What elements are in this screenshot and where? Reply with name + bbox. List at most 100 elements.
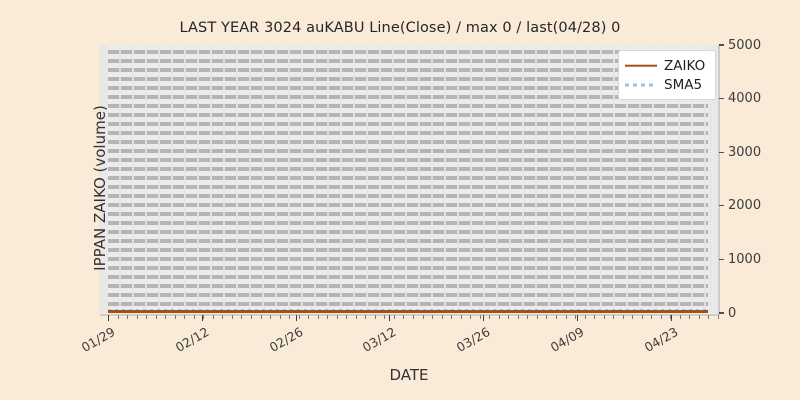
x-tick-minor	[460, 315, 462, 319]
y-tick-3000	[719, 151, 724, 153]
x-tick-major-6	[670, 315, 672, 321]
y-tick-0	[719, 312, 724, 314]
x-tick-label-04-23: 04/23	[641, 324, 680, 356]
x-tick-minor	[546, 315, 548, 319]
x-tick-minor	[165, 315, 167, 319]
y-tick-1000	[719, 258, 724, 261]
axis-spine-left	[99, 45, 101, 315]
legend-item-zaiko[interactable]: ZAIKO	[625, 56, 708, 75]
chart-legend[interactable]: ZAIKO SMA5	[618, 50, 716, 100]
x-tick-minor	[451, 315, 453, 319]
x-tick-minor	[536, 315, 538, 319]
y-tick-label-1000: 1000	[728, 251, 762, 267]
x-tick-minor	[193, 315, 195, 319]
x-tick-minor	[317, 315, 319, 319]
x-tick-minor	[441, 315, 443, 319]
y-tick-label-3000: 3000	[728, 144, 762, 160]
plot-area	[100, 45, 718, 313]
x-tick-minor	[336, 315, 338, 319]
x-tick-label-02-12: 02/12	[172, 324, 212, 356]
x-tick-minor	[555, 315, 557, 319]
x-tick-minor	[222, 315, 224, 319]
x-tick-minor	[250, 315, 252, 319]
x-tick-minor	[184, 315, 186, 319]
legend-label-sma5: SMA5	[664, 76, 703, 93]
x-tick-minor	[117, 315, 119, 319]
y-tick-5000	[719, 44, 724, 46]
axis-spine-right	[718, 45, 720, 315]
x-tick-minor	[689, 315, 691, 319]
x-tick-minor	[384, 315, 386, 319]
x-tick-minor	[260, 315, 262, 319]
x-tick-minor	[594, 315, 596, 319]
x-tick-minor	[327, 315, 329, 319]
x-tick-minor	[489, 315, 491, 319]
y-tick-2000	[719, 205, 724, 207]
x-tick-minor	[279, 315, 281, 319]
x-tick-minor	[432, 315, 434, 319]
x-tick-major-4	[483, 315, 484, 321]
x-tick-minor	[584, 315, 586, 319]
x-tick-minor	[270, 315, 272, 319]
x-tick-minor	[241, 315, 243, 319]
x-tick-minor	[470, 315, 472, 319]
y-tick-label-5000: 5000	[728, 37, 762, 53]
y-tick-label-4000: 4000	[728, 91, 762, 107]
x-tick-minor	[289, 315, 291, 319]
x-tick-minor	[718, 315, 719, 319]
x-tick-minor	[613, 315, 615, 319]
x-tick-major-2	[295, 315, 297, 321]
x-tick-major-5	[576, 315, 578, 321]
x-tick-minor	[374, 315, 376, 319]
legend-label-zaiko: ZAIKO	[664, 57, 706, 74]
x-tick-minor	[355, 315, 357, 319]
legend-swatch-sma5	[625, 79, 657, 91]
x-tick-minor	[632, 315, 634, 319]
x-tick-minor	[708, 315, 710, 319]
chart-title: LAST YEAR 3024 auKABU Line(Close) / max …	[179, 20, 621, 36]
series-line-zaiko	[108, 310, 708, 313]
x-tick-minor	[346, 315, 348, 319]
x-tick-label-01-29: 01/29	[78, 324, 118, 356]
x-tick-minor	[136, 315, 138, 319]
x-tick-minor	[155, 315, 157, 319]
x-tick-minor	[393, 315, 395, 319]
x-axis-label: DATE	[389, 366, 429, 384]
x-tick-label-03-12: 03/12	[360, 324, 399, 356]
x-tick-minor	[203, 315, 205, 319]
x-tick-minor	[498, 315, 500, 319]
x-tick-minor	[146, 315, 148, 319]
y-tick-label-0: 0	[728, 305, 737, 321]
x-tick-minor	[575, 315, 577, 319]
x-tick-minor	[365, 315, 367, 319]
x-tick-minor	[422, 315, 424, 319]
x-tick-minor	[174, 315, 176, 319]
y-axis-label: IPPAN ZAIKO (volume)	[91, 105, 109, 271]
x-tick-minor	[651, 315, 653, 319]
legend-swatch-zaiko	[625, 60, 657, 72]
x-tick-minor	[508, 315, 510, 319]
x-tick-major-1	[201, 315, 203, 321]
legend-item-sma5[interactable]: SMA5	[625, 75, 708, 94]
x-tick-major-0	[108, 315, 109, 321]
x-tick-minor	[679, 315, 681, 319]
plot-canvas	[108, 45, 708, 313]
x-tick-minor	[603, 315, 605, 319]
x-tick-minor	[212, 315, 214, 319]
x-tick-minor	[231, 315, 233, 319]
axis-spine-bottom	[100, 314, 719, 316]
x-tick-major-3	[389, 315, 391, 321]
x-tick-minor	[641, 315, 643, 319]
x-tick-minor	[403, 315, 405, 319]
x-tick-minor	[127, 315, 129, 319]
x-tick-label-02-26: 02/26	[266, 324, 305, 356]
y-tick-label-2000: 2000	[728, 198, 762, 214]
x-tick-minor	[413, 315, 414, 319]
x-tick-minor	[698, 315, 700, 319]
x-tick-minor	[308, 315, 310, 319]
x-tick-minor	[660, 315, 662, 319]
x-tick-minor	[517, 315, 519, 319]
x-tick-label-04-09: 04/09	[547, 324, 587, 356]
grid-lines	[108, 45, 708, 313]
